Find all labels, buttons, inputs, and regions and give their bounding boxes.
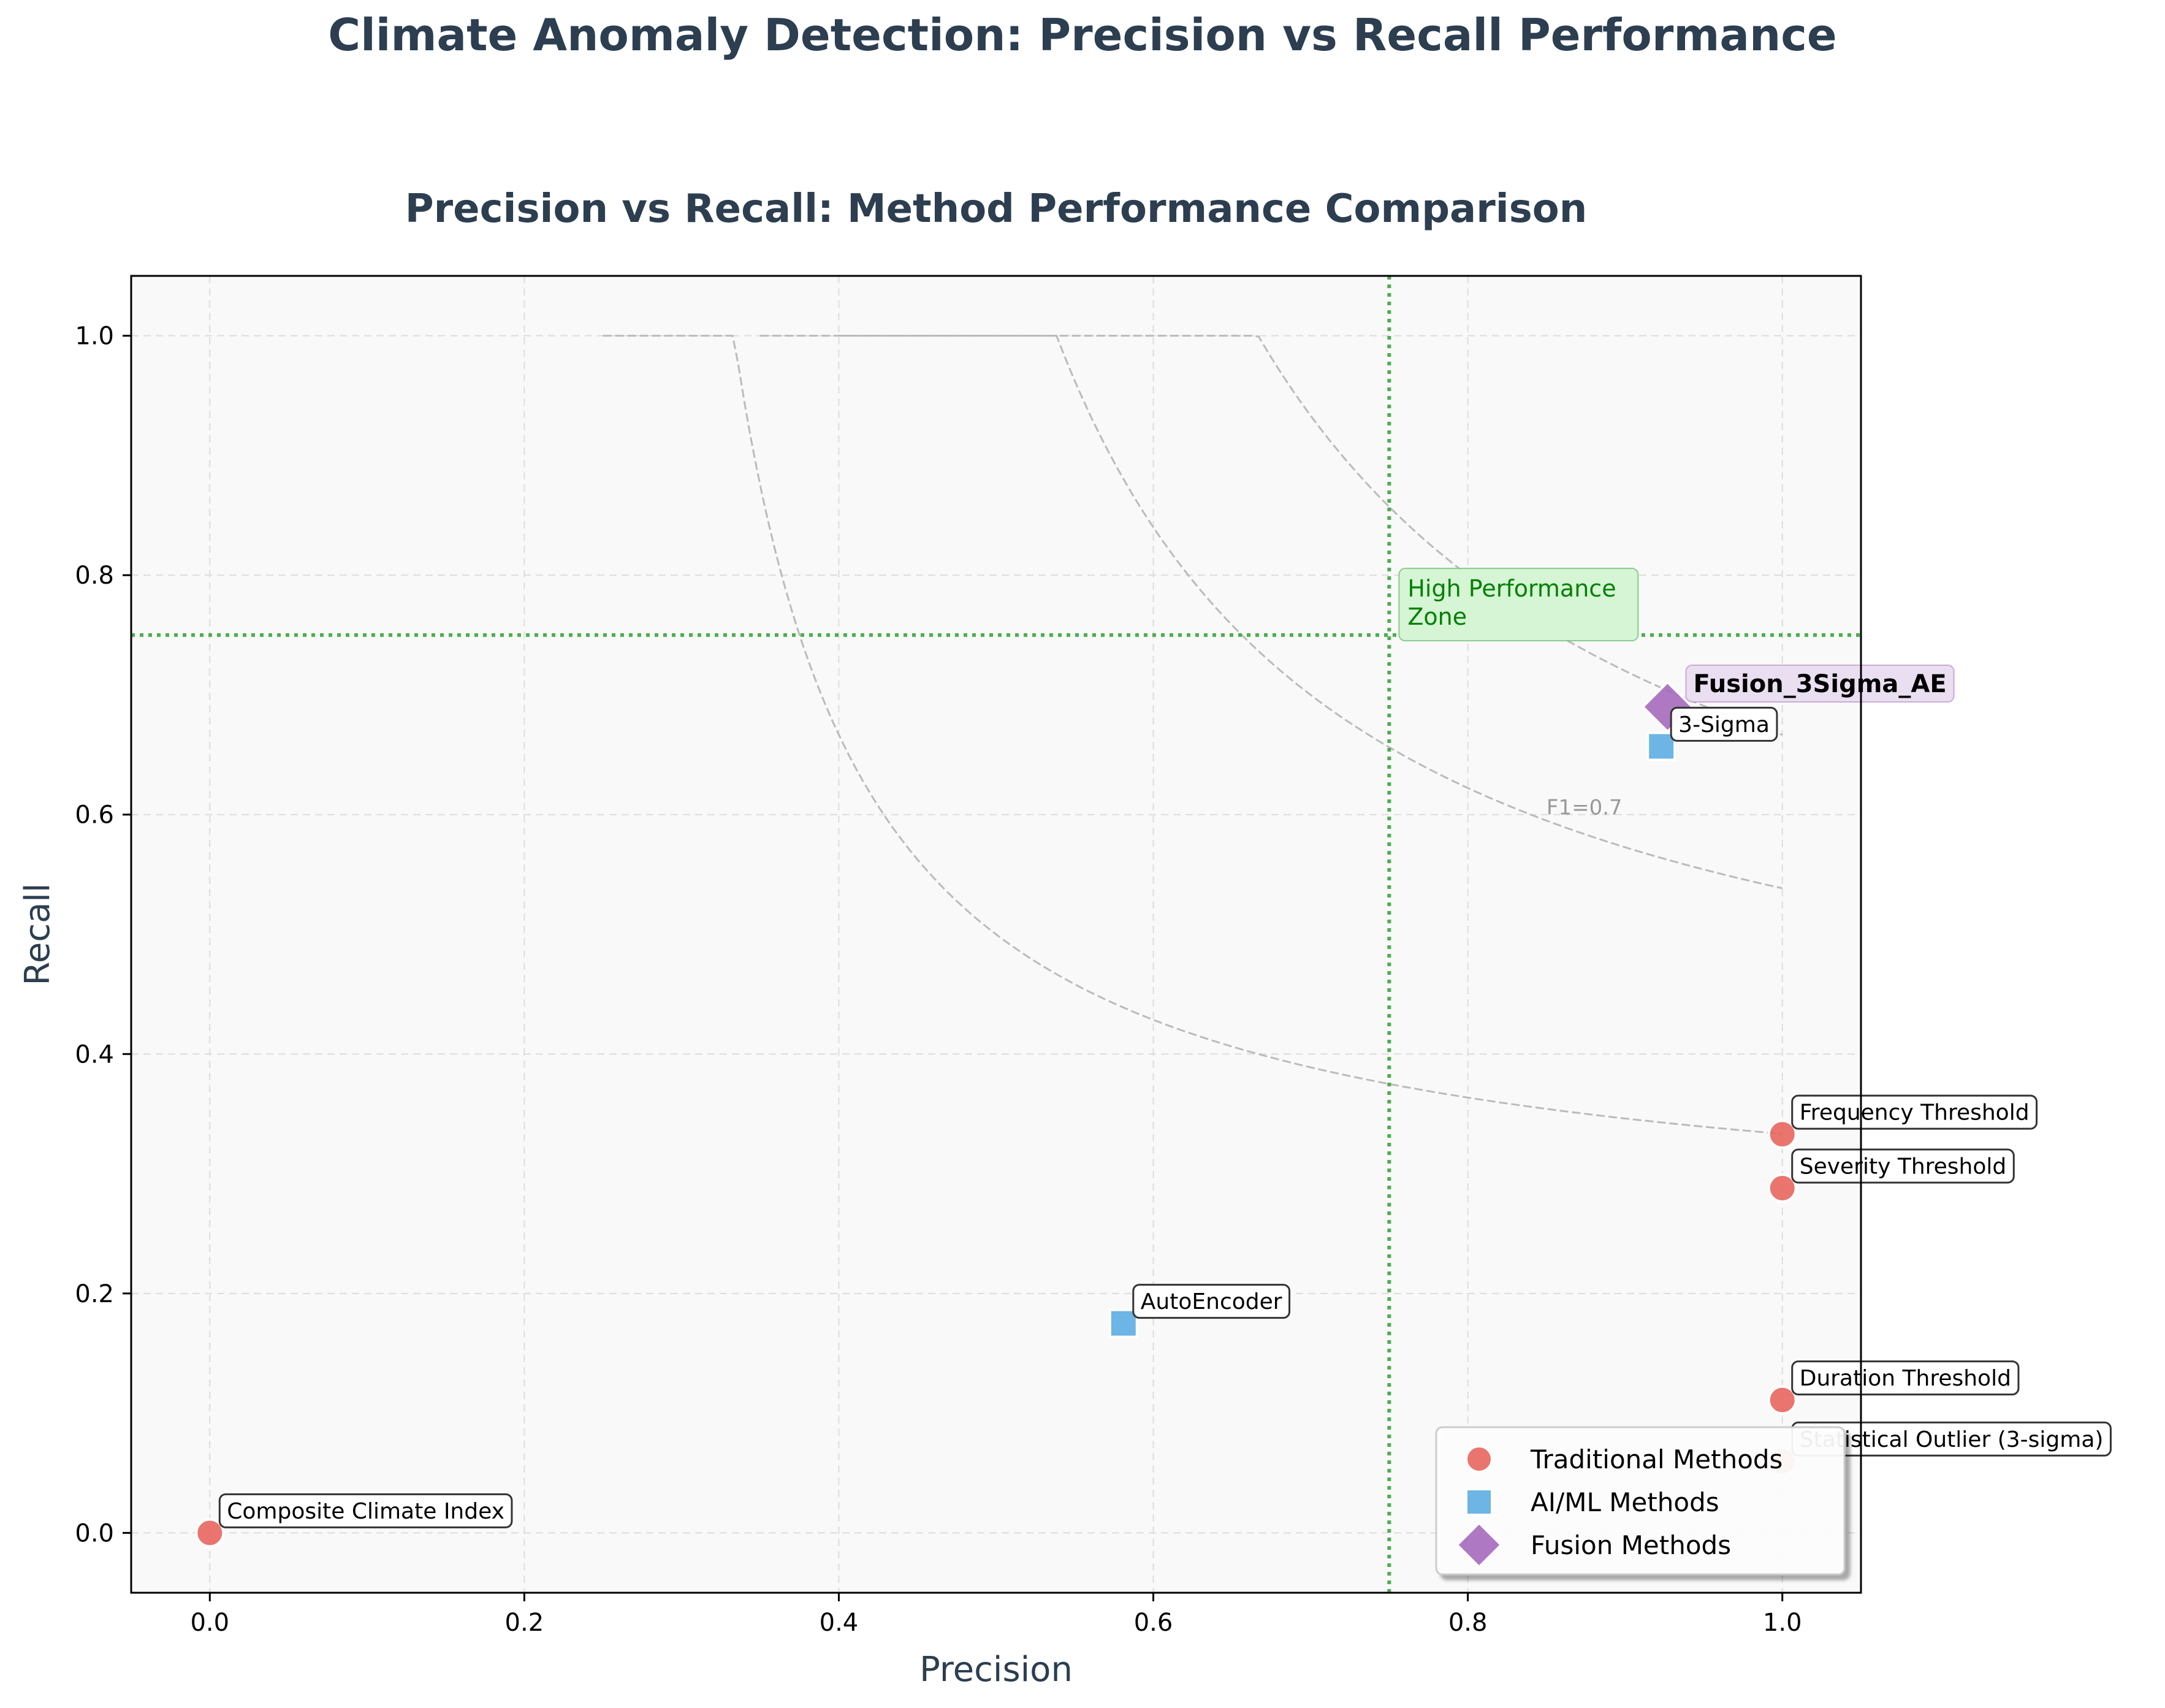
legend-marker-square [1465,1488,1493,1516]
point-3-sigma [1646,731,1676,761]
point-label-box [1791,1148,2015,1184]
legend-entry: Traditional Methods [1530,1444,1783,1474]
point-label-box [1685,664,1955,703]
y-tick-label: 0.0 [75,1519,114,1547]
point-label: Frequency Threshold [1800,1100,2030,1126]
point-duration-threshold [1767,1385,1797,1415]
x-tick-label: 0.2 [505,1609,544,1637]
x-tick-label: 0.0 [190,1609,229,1637]
x-tick-label: 0.8 [1448,1609,1488,1637]
f1-iso-curve [839,335,1783,736]
point-autoencoder [1108,1308,1138,1338]
point-fusion-3sigma-ae [1641,680,1694,734]
zone-label-text: High Performance Zone [1407,575,1616,630]
y-tick-label: 1.0 [75,322,114,351]
x-tick-label: 0.6 [1134,1609,1173,1637]
x-tick-label: 0.4 [820,1609,859,1637]
point-frequency-threshold [1767,1119,1797,1149]
point-label: Composite Climate Index [227,1499,504,1524]
point-label: Statistical Outlier (3-sigma) [1800,1427,2104,1452]
point-label-box [1670,706,1778,742]
high-performance-zone-label: High Performance Zone [1398,568,1639,642]
f1-iso-curve [760,335,1783,890]
legend-entry: AI/ML Methods [1531,1487,1719,1517]
y-tick-label: 0.8 [75,562,114,590]
point-label: Fusion_3Sigma_AE [1693,670,1946,698]
y-tick-label: 0.6 [75,801,114,829]
point-labels: Composite Climate Index Frequency Thresho… [218,664,2112,1528]
point-label: AutoEncoder [1141,1289,1282,1314]
point-label-box [218,1493,513,1528]
f1-curve-label: F1=0.7 [1547,796,1623,820]
legend-box [1435,1426,1846,1576]
y-tick-label: 0.2 [75,1280,114,1308]
legend: Traditional Methods AI/ML Methods Fusion M… [1435,1426,1846,1576]
f1-iso-curves: F1=0.7 [603,335,1783,1135]
zone-label-box [1398,568,1639,642]
point-label: 3-Sigma [1678,712,1770,738]
point-severity-threshold [1767,1173,1797,1203]
legend-entry: Fusion Methods [1531,1530,1731,1560]
x-tick-label: 1.0 [1763,1609,1802,1637]
legend-marker-circle [1465,1445,1493,1473]
chart-title: Precision vs Recall: Method Performance … [405,186,1588,232]
point-composite-climate-index [195,1518,225,1548]
legend-marker-diamond [1455,1521,1503,1569]
point-label-box [1791,1360,2020,1396]
point-label-box [1791,1094,2038,1130]
point-label: Severity Threshold [1800,1154,2007,1180]
plot-frame [130,275,1862,1594]
figure-suptitle: Climate Anomaly Detection: Precision vs … [328,9,1836,61]
y-tick-label: 0.4 [75,1040,114,1069]
x-axis-label: Precision [919,1650,1073,1690]
y-axis-label: Recall [18,883,58,985]
axis-ticks: 0.0 0.2 0.4 0.6 0.8 1.0 0.0 0.2 0.4 0.6 0.8 1.0 [75,322,1802,1637]
point-label-box [1132,1284,1291,1319]
point-label: Duration Threshold [1800,1366,2011,1391]
f1-iso-curve [603,335,1783,1135]
